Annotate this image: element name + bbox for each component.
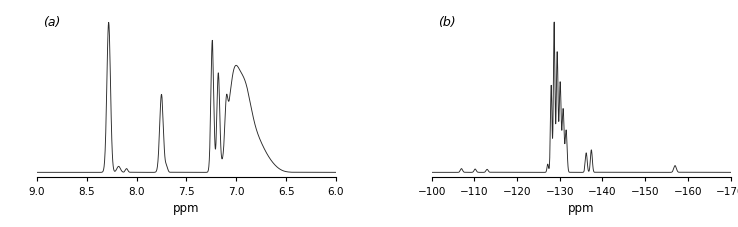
X-axis label: ppm: ppm	[568, 202, 594, 215]
Text: (b): (b)	[438, 16, 455, 29]
X-axis label: ppm: ppm	[173, 202, 200, 215]
Text: (a): (a)	[43, 16, 61, 29]
